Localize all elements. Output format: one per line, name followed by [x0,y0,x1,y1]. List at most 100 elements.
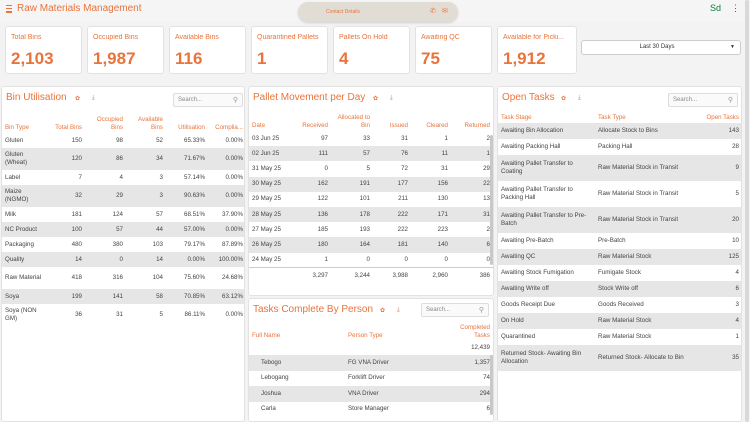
column-header[interactable]: Task Stage [501,114,532,121]
user-avatar[interactable]: Sd [710,3,722,13]
table-row[interactable]: Soya (NON GM) 36 31 5 86.11% 0.00% [2,304,244,326]
column-header[interactable]: Full Name [252,332,281,339]
table-row[interactable]: On Hold Raw Material Stock 4 [498,313,741,329]
date-range-select[interactable]: Last 30 Days ▼ [581,40,741,55]
table-row[interactable]: Tebogo FG VNA Driver 1,357 [249,355,493,371]
download-icon[interactable]: ⤓ [390,95,393,101]
table-row[interactable]: Raw Material 418 316 104 75.60% 24.68% [2,267,244,289]
settings-icon[interactable]: ✿ [380,308,386,314]
download-icon[interactable]: ⤓ [397,307,400,313]
search-input[interactable]: Search... ⚲ [668,93,738,107]
table-row[interactable]: Gluten 150 98 52 65.33% 0.00% [2,133,244,148]
table-row[interactable]: Awaiting Write off Stock Write off 6 [498,281,741,297]
settings-icon[interactable]: ✿ [373,96,379,102]
column-header[interactable]: Cleared [426,122,448,129]
table-cell: 1 [735,333,739,340]
table-cell: 29 May 25 [252,195,281,203]
column-header[interactable]: Issued [389,122,408,129]
table-cell: Soya (NON GM) [5,307,37,322]
table-row[interactable]: 28 May 25 136 178 222 171 31 [249,206,493,223]
table-cell: 100.00% [208,252,244,267]
table-cell: 199 [48,289,85,304]
scrollbar[interactable] [490,355,493,415]
table-cell: 37.90% [222,210,243,218]
kpi-available-for-picking[interactable]: Available for Picki... 1,912 [497,26,577,74]
column-header[interactable]: Completed Tasks [460,324,490,339]
table-row[interactable]: Label 7 4 3 57.14% 0.00% [2,170,244,185]
kpi-total-bins[interactable]: Total Bins 2,103 [5,26,82,74]
table-cell: 34 [126,148,166,170]
kpi-pallets-on-hold[interactable]: Pallets On Hold 4 [333,26,410,74]
table-row[interactable]: 29 May 25 122 101 211 130 13 [249,192,493,207]
table-row[interactable]: Awaiting Packing Hall Packing Hall 28 [498,139,741,155]
table-cell: 1 [451,146,493,162]
table-row[interactable]: Quality 14 0 14 0.00% 100.00% [2,252,244,267]
scrollbar[interactable] [490,135,493,265]
table-cell: 11 [411,146,451,162]
table-row[interactable]: Awaiting Stock Fumigation Fumigate Stock 4 [498,265,741,281]
table-row[interactable]: NC Product 100 57 44 57.00% 0.00% [2,222,244,237]
table-row[interactable]: Awaiting Pallet Transfer to Coating Raw M… [498,155,741,181]
search-input[interactable]: Search... ⚲ [173,93,243,107]
table-row[interactable]: Awaiting Pre-Batch Pre-Batch 10 [498,233,741,249]
search-input[interactable]: Search... ⚲ [421,303,489,317]
table-row[interactable]: Joshua VNA Driver 294 [249,386,493,402]
kpi-quarantined-pallets[interactable]: Quarantined Pallets 1 [251,26,328,74]
table-row[interactable]: 31 May 25 0 5 72 31 29 [249,161,493,176]
table-cell: 223 [437,225,448,233]
table-cell: 0 [85,252,126,267]
table-cell: 5 [159,311,163,318]
table-cell: 480 [71,240,82,248]
download-icon[interactable]: ⤓ [578,95,581,101]
column-header[interactable]: Available Bins [138,116,163,131]
table-row[interactable]: 26 May 25 180 164 181 140 6 [249,237,493,253]
contact-details-button[interactable]: Contact Details ✆ ✉ [298,2,458,22]
table-cell: 98 [116,136,123,144]
column-header[interactable]: Person Type [348,332,383,339]
table-row[interactable]: Quarantined Raw Material Stock 1 [498,329,741,345]
column-header[interactable]: Date [252,122,266,129]
table-row[interactable]: 24 May 25 1 0 0 0 0 [249,253,493,268]
table-row[interactable]: Milk 181 124 57 68.51% 37.90% [2,207,244,222]
page-scrollbar[interactable] [745,0,749,422]
settings-icon[interactable]: ✿ [561,96,567,102]
column-header[interactable]: Utilisation [178,124,205,131]
table-cell: 0 [444,255,448,263]
table-row[interactable]: 30 May 25 162 191 177 156 22 [249,176,493,192]
kpi-available-bins[interactable]: Available Bins 116 [169,26,246,74]
table-row[interactable]: Awaiting QC Raw Material Stock 125 [498,249,741,265]
column-header[interactable]: Task Type [598,114,626,121]
kpi-awaiting-qc[interactable]: Awaiting QC 75 [415,26,492,74]
more-options-icon[interactable]: ⋮ [731,3,740,13]
settings-icon[interactable]: ✿ [75,96,81,102]
table-row[interactable]: Maize (NGMO) 32 29 3 90.63% 0.00% [2,185,244,207]
table-row[interactable]: Awaiting Bin Allocation Allocate Stock to… [498,123,741,139]
menu-icon[interactable] [6,4,12,13]
table-row[interactable]: 03 Jun 25 97 33 31 1 2 [249,131,493,146]
table-row[interactable]: Carla Store Manager 6 [249,402,493,418]
table-cell: Packing Hall [598,143,633,150]
column-header[interactable]: Occupied Bins [96,116,123,131]
table-row[interactable]: Lebogang Forklift Driver 74 [249,371,493,387]
table-cell: 28 [732,143,739,150]
table-row[interactable]: Awaiting Pallet Transfer to Pre-Batch Raw… [498,207,741,233]
table-cell: Forklift Driver [348,374,385,382]
table-row[interactable]: Goods Receipt Due Goods Received 3 [498,297,741,313]
kpi-occupied-bins[interactable]: Occupied Bins 1,987 [87,26,164,74]
table-cell: 68.51% [184,210,205,218]
column-header[interactable]: Bin Type [5,124,29,131]
table-row[interactable]: Returned Stock- Awaiting Bin Allocation R… [498,345,741,371]
column-header[interactable]: Open Tasks [706,114,739,121]
table-row[interactable]: Packaging 480 380 103 79.17% 87.89% [2,237,244,252]
column-header[interactable]: Complia... [215,124,243,131]
column-header[interactable]: Allocated to Bin [337,114,370,129]
column-header[interactable]: Returned [464,122,490,129]
table-row[interactable]: Awaiting Pallet Transfer to Packing Hall… [498,181,741,207]
table-row[interactable]: 27 May 25 185 193 222 223 2 [249,222,493,237]
download-icon[interactable]: ⤓ [92,95,95,101]
column-header[interactable]: Total Bins [55,124,82,131]
table-row[interactable]: Soya 199 141 58 70.85% 63.12% [2,289,244,304]
table-row[interactable]: Gluten (Wheat) 120 86 34 71.67% 0.00% [2,148,244,170]
column-header[interactable]: Received [302,122,328,129]
table-row[interactable]: 02 Jun 25 111 57 76 11 1 [249,146,493,162]
